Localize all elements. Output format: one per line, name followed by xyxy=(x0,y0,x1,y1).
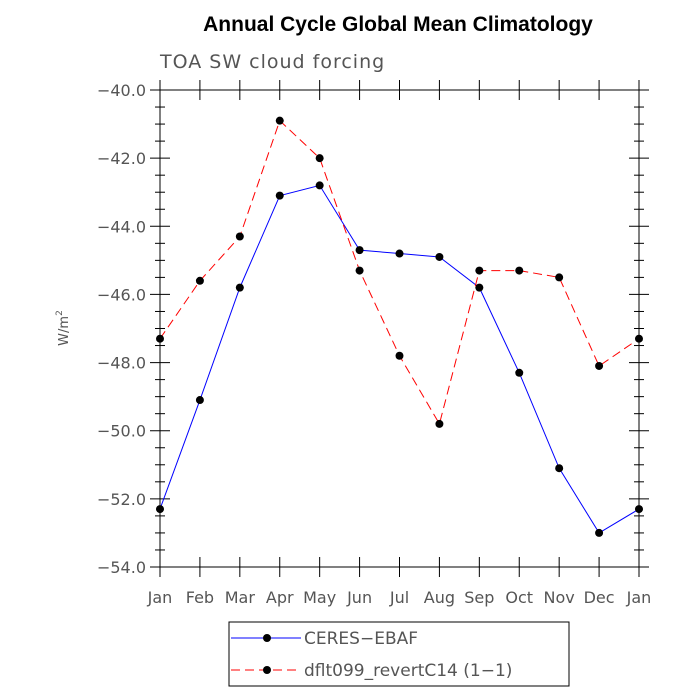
series-2-point xyxy=(595,361,604,370)
x-tick-label: May xyxy=(303,588,336,607)
series-2-point xyxy=(315,154,324,163)
series-line-2 xyxy=(159,119,640,426)
series-1-point xyxy=(435,252,444,261)
legend-label-1: CERES−EBAF xyxy=(304,629,418,649)
series-2-point xyxy=(555,273,564,282)
x-tick-label: Jan xyxy=(147,588,173,607)
legend: CERES−EBAF dflt099_revertC14 (1−1) xyxy=(228,621,570,687)
y-axis-label-superscript: 2 xyxy=(55,310,65,316)
y-tick-label: −52.0 xyxy=(97,490,146,509)
axis-ticks xyxy=(150,80,649,577)
series-2-point xyxy=(156,334,164,343)
x-tick-label: Apr xyxy=(266,588,294,607)
series-1-point xyxy=(555,464,564,473)
series-2-point xyxy=(475,266,484,275)
y-axis-label-text: W/m xyxy=(57,316,72,346)
series-2-point xyxy=(235,232,244,241)
series-1-point xyxy=(515,368,524,377)
chart-subtitle: TOA SW cloud forcing xyxy=(159,51,385,73)
series-2-point xyxy=(515,266,524,275)
y-axis-label: W/m2 xyxy=(55,310,72,346)
series-2-point xyxy=(195,276,204,285)
series-2-point xyxy=(435,419,444,428)
x-tick-labels: Jan Feb Mar Apr May Jun Jul Aug Sep Oct Nov Dec Jan xyxy=(147,588,652,607)
x-tick-label: Mar xyxy=(225,588,256,607)
y-tick-labels: −40.0 −42.0 −44.0 −46.0 −48.0 −50.0 −52.0 −54.0 xyxy=(97,81,146,577)
series-2-point xyxy=(355,266,364,275)
y-tick-label: −54.0 xyxy=(97,558,146,577)
x-tick-label: Sep xyxy=(464,588,494,607)
series-1-point xyxy=(395,249,404,258)
y-tick-label: −44.0 xyxy=(97,217,146,236)
series-2-point xyxy=(395,351,404,360)
x-tick-label: Jan xyxy=(626,588,652,607)
series-1-point xyxy=(235,283,244,292)
series-1-point xyxy=(275,191,284,200)
series-1-point xyxy=(355,246,364,255)
x-tick-label: Aug xyxy=(424,588,455,607)
x-tick-label: Nov xyxy=(544,588,575,607)
x-tick-label: Jun xyxy=(346,588,372,607)
legend-marker-2 xyxy=(263,666,271,674)
series-1-point xyxy=(156,505,164,514)
x-tick-label: Jul xyxy=(389,588,409,607)
series-layer xyxy=(156,116,643,537)
series-1-point xyxy=(595,528,604,537)
series-1-point xyxy=(475,283,484,292)
chart-title: Annual Cycle Global Mean Climatology xyxy=(203,13,593,36)
series-2-point xyxy=(635,334,643,343)
y-tick-label: −42.0 xyxy=(97,149,146,168)
y-tick-label: −48.0 xyxy=(97,354,146,373)
series-1-point xyxy=(195,396,204,405)
legend-box xyxy=(228,621,570,687)
series-2-point xyxy=(275,116,284,125)
x-tick-label: Oct xyxy=(505,588,533,607)
plot-frame xyxy=(159,89,640,568)
x-tick-label: Dec xyxy=(584,588,615,607)
legend-marker-1 xyxy=(263,634,271,642)
x-tick-label: Feb xyxy=(186,588,214,607)
y-tick-label: −40.0 xyxy=(97,81,146,100)
series-1-point xyxy=(315,181,324,190)
series-1-point xyxy=(635,505,643,514)
y-tick-label: −50.0 xyxy=(97,422,146,441)
y-tick-label: −46.0 xyxy=(97,285,146,304)
legend-label-2: dflt099_revertC14 (1−1) xyxy=(304,661,512,681)
